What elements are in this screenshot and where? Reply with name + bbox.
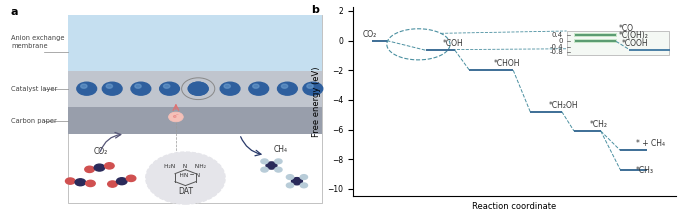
Circle shape (94, 164, 105, 171)
Text: *CO: *CO (619, 24, 634, 33)
Circle shape (286, 183, 294, 188)
Text: CO₂: CO₂ (94, 147, 108, 156)
Circle shape (131, 82, 151, 95)
Circle shape (192, 84, 199, 88)
Circle shape (164, 84, 170, 88)
Text: e⁻: e⁻ (173, 114, 179, 119)
Circle shape (253, 84, 259, 88)
Bar (68, 15, 323, 71)
Circle shape (86, 180, 95, 187)
Circle shape (146, 152, 225, 204)
Circle shape (188, 82, 208, 95)
Text: 0: 0 (558, 38, 563, 44)
Circle shape (275, 159, 282, 164)
Text: HN ─ N: HN ─ N (171, 174, 201, 179)
X-axis label: Reaction coordinate: Reaction coordinate (473, 202, 556, 211)
Circle shape (275, 167, 282, 172)
Text: *C(OH)₂: *C(OH)₂ (619, 31, 649, 40)
Circle shape (286, 175, 294, 179)
Text: -0.8: -0.8 (549, 49, 563, 55)
Text: CO₂: CO₂ (363, 30, 377, 39)
Circle shape (66, 178, 75, 184)
Text: *CH₂: *CH₂ (590, 120, 608, 129)
Bar (574, 39, 617, 43)
Circle shape (85, 166, 95, 172)
Circle shape (188, 82, 208, 95)
Circle shape (300, 175, 308, 179)
Circle shape (249, 82, 269, 95)
Circle shape (108, 181, 117, 187)
Circle shape (126, 175, 136, 181)
Circle shape (266, 162, 277, 169)
Circle shape (105, 163, 114, 169)
Circle shape (300, 183, 308, 188)
Circle shape (106, 84, 112, 88)
Y-axis label: Free energy (eV): Free energy (eV) (312, 66, 321, 137)
Text: *CH₃: *CH₃ (636, 166, 654, 175)
Text: 0.4: 0.4 (552, 32, 563, 38)
Circle shape (277, 82, 297, 95)
Text: CH₄: CH₄ (274, 145, 288, 154)
Circle shape (160, 82, 179, 95)
Text: *CHOH: *CHOH (494, 60, 521, 68)
Circle shape (75, 179, 86, 186)
Circle shape (261, 167, 268, 172)
Bar (68, 71, 323, 107)
Circle shape (135, 84, 141, 88)
Circle shape (224, 84, 230, 88)
Circle shape (116, 178, 127, 185)
Text: DAT: DAT (178, 187, 193, 196)
Circle shape (169, 112, 183, 122)
Circle shape (307, 84, 313, 88)
Circle shape (77, 82, 97, 95)
Text: H₂N    N    NH₂: H₂N N NH₂ (164, 164, 206, 169)
Bar (68, 107, 323, 134)
Bar (68, 15, 323, 203)
Circle shape (261, 159, 268, 164)
Text: *COH: *COH (443, 39, 464, 48)
Circle shape (303, 82, 323, 95)
Circle shape (292, 178, 302, 185)
Text: a: a (10, 7, 18, 17)
Text: b: b (311, 5, 319, 15)
Text: *CH₂OH: *CH₂OH (549, 101, 578, 110)
Text: * + CH₄: * + CH₄ (636, 140, 665, 148)
Text: Catalyst layer: Catalyst layer (11, 86, 57, 92)
Text: *COOH: *COOH (622, 39, 649, 48)
Circle shape (220, 82, 240, 95)
Circle shape (81, 84, 87, 88)
Circle shape (102, 82, 122, 95)
Bar (566, 31, 669, 55)
Circle shape (282, 84, 288, 88)
Bar (574, 33, 617, 37)
Text: -0.4: -0.4 (549, 44, 563, 49)
Text: Carbon paper: Carbon paper (11, 118, 57, 124)
Text: Anion exchange
membrane: Anion exchange membrane (11, 35, 64, 49)
